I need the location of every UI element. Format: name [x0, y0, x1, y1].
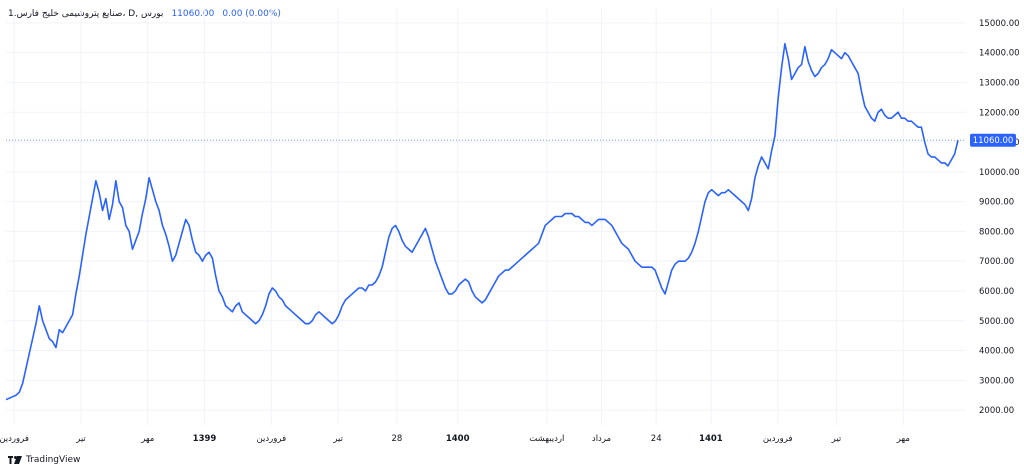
y-tick-label: 7000.00: [979, 257, 1014, 267]
y-tick-label: 8000.00: [979, 227, 1014, 237]
y-tick-label: 6000.00: [979, 287, 1014, 297]
header-change: 0.00 (0.00%): [222, 9, 281, 19]
x-tick-label: تیر: [75, 434, 86, 444]
y-tick-label: 10000.00: [979, 168, 1020, 178]
x-tick-label: فروردین: [763, 434, 793, 444]
x-tick-label: 1399: [193, 434, 217, 444]
price-series-line[interactable]: [5, 42, 959, 401]
y-tick-label: 4000.00: [979, 347, 1014, 357]
x-tick-label: تیر: [831, 434, 842, 444]
x-tick-label: اردیبهشت: [529, 434, 564, 444]
last-price-label: 11060.00: [973, 136, 1014, 146]
x-tick-label: فروردین: [257, 434, 287, 444]
x-tick-label: مهر: [896, 434, 910, 444]
header-price: 11060.00: [171, 9, 215, 19]
y-tick-label: 14000.00: [979, 49, 1020, 59]
x-tick-label: تیر: [332, 434, 343, 444]
y-tick-label: 2000.00: [979, 406, 1014, 416]
x-tick-label: 1400: [446, 434, 470, 444]
y-tick-label: 15000.00: [979, 19, 1020, 29]
y-tick-label: 3000.00: [979, 376, 1014, 386]
chart-header: 1.صنایع پتروشیمی خلیج فارس، D, بورس 1106…: [8, 9, 281, 19]
tradingview-watermark[interactable]: TradingView: [8, 455, 80, 465]
x-tick-label: مهر: [140, 434, 154, 444]
y-tick-label: 12000.00: [979, 108, 1020, 118]
x-tick-label: مرداد: [592, 434, 611, 444]
watermark-label: TradingView: [26, 455, 81, 465]
symbol-title[interactable]: 1.صنایع پتروشیمی خلیج فارس، D, بورس: [8, 9, 164, 19]
y-tick-label: 9000.00: [979, 198, 1014, 208]
x-tick-label: 1401: [699, 434, 723, 444]
x-tick-label: 24: [651, 434, 662, 444]
y-tick-label: 13000.00: [979, 78, 1020, 88]
y-tick-label: 5000.00: [979, 317, 1014, 327]
tradingview-logo-icon: [8, 456, 22, 464]
x-tick-label: 28: [392, 434, 403, 444]
last-price-badge: [970, 133, 1016, 147]
x-tick-label: فروردین: [0, 434, 29, 444]
